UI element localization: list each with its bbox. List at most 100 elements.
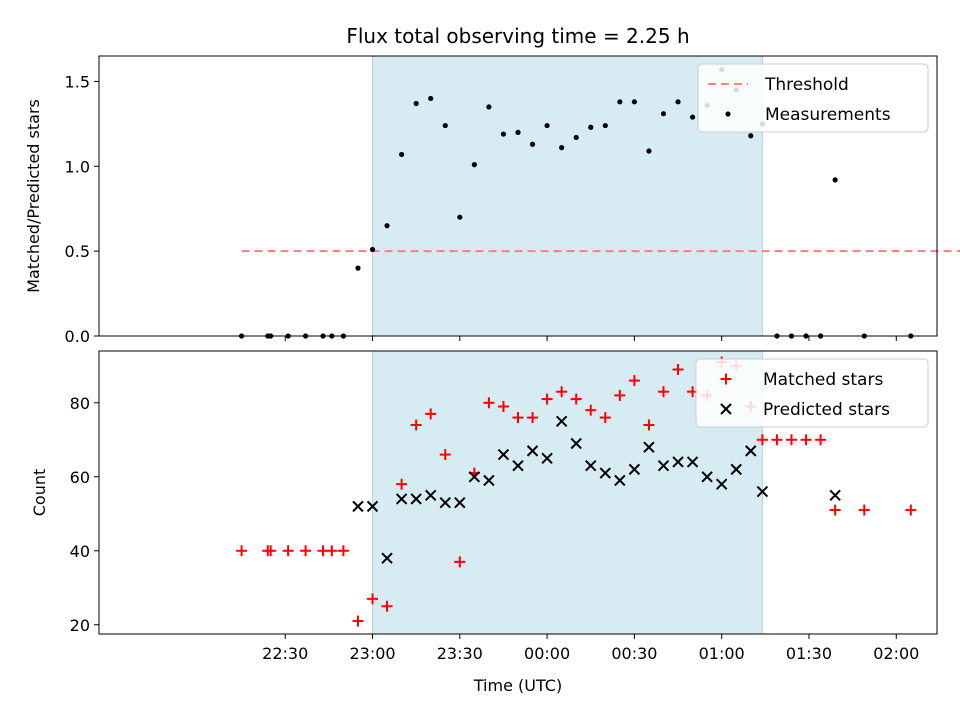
measurement-point — [689, 114, 696, 120]
matched-star-marker — [570, 393, 582, 405]
matched-star-marker — [300, 545, 312, 557]
measurement-point — [573, 134, 579, 141]
legend-matched-swatch — [720, 373, 732, 385]
predicted-star-marker — [715, 478, 728, 490]
predicted-star-marker — [686, 456, 699, 468]
predicted-star-marker — [614, 474, 626, 487]
measurement-point — [500, 131, 507, 137]
predicted-star-marker — [745, 445, 757, 457]
matched-star-marker — [527, 412, 539, 424]
axes-frame — [98, 55, 938, 337]
measurement-point — [369, 246, 376, 253]
measurement-point — [602, 122, 608, 129]
predicted-star-marker — [628, 463, 641, 476]
matched-star-marker — [771, 434, 783, 446]
matched-star-marker — [614, 389, 626, 401]
legend-label: Threshold — [764, 75, 849, 95]
predicted-star-marker — [468, 471, 481, 483]
matched-star-marker — [756, 434, 768, 446]
matched-star-marker — [396, 478, 408, 490]
predicted-star-marker — [657, 459, 670, 472]
predicted-star-marker — [366, 500, 379, 513]
predicted-star-marker — [585, 459, 597, 472]
matched-star-marker — [541, 393, 553, 405]
predicted-star-marker — [526, 445, 539, 457]
predicted-star-marker — [395, 493, 408, 505]
matched-star-marker — [800, 434, 812, 446]
matched-star-marker — [326, 545, 338, 557]
legend: Matched stars Predicted stars — [695, 358, 929, 428]
matched-star-marker — [786, 434, 798, 446]
measurement-point — [442, 122, 448, 129]
matched-star-marker — [628, 375, 640, 387]
y-tick-label: 40 — [70, 542, 90, 561]
predicted-star-marker — [381, 552, 393, 564]
matched-star-marker — [367, 593, 379, 605]
measurement-point — [471, 162, 477, 168]
top-panel: 0.0 0.5 1.0 1.5 Matched/Predicted stars Thres… — [24, 55, 960, 346]
x-tick-label: 01:30 — [786, 644, 832, 663]
y-tick-label: 0.5 — [65, 242, 90, 261]
legend-label: Measurements — [765, 105, 891, 125]
predicted-star-marker — [425, 489, 437, 501]
measurement-point — [428, 95, 434, 102]
matched-star-marker — [829, 504, 841, 516]
x-tick-label: 23:30 — [437, 644, 483, 663]
matched-star-marker — [599, 412, 611, 424]
legend: Threshold Measurements — [697, 63, 929, 133]
measurement-point — [384, 223, 390, 229]
measurement-point — [675, 99, 681, 105]
matched-star-marker — [643, 419, 655, 431]
measurement-point — [515, 129, 521, 135]
measurement-point — [660, 111, 667, 117]
measurement-point — [457, 214, 463, 220]
matched-star-marker — [352, 615, 364, 627]
predicted-star-marker — [410, 493, 422, 505]
chart-title: Flux total observing time = 2.25 h — [346, 24, 689, 48]
y-tick-label: 20 — [70, 616, 90, 635]
measurement-point — [588, 124, 594, 130]
x-axis-label: Time (UTC) — [473, 676, 562, 695]
measurement-point — [355, 265, 361, 271]
predicted-star-marker — [672, 456, 684, 468]
x-tick-label: 01:00 — [699, 644, 745, 663]
matched-star-marker — [497, 400, 509, 412]
matched-star-marker — [410, 419, 422, 431]
measurement-point — [544, 122, 550, 129]
legend-label: Matched stars — [763, 370, 883, 390]
legend-box — [697, 63, 929, 133]
predicted-star-marker — [756, 485, 769, 498]
y-axis-label: Count — [30, 469, 49, 517]
measurement-point — [399, 151, 405, 158]
matched-star-marker — [556, 386, 568, 398]
predicted-star-marker — [701, 471, 713, 483]
matched-star-marker — [657, 386, 669, 398]
predicted-star-marker — [829, 489, 841, 501]
predicted-star-marker — [483, 474, 495, 487]
matched-star-marker — [439, 449, 451, 461]
matched-star-marker — [381, 600, 393, 612]
matched-star-marker — [265, 545, 277, 557]
predicted-star-marker — [512, 459, 524, 472]
y-tick-label: 60 — [70, 468, 90, 487]
matched-star-marker — [425, 408, 437, 420]
matched-star-marker — [815, 434, 827, 446]
matched-star-marker — [483, 397, 495, 409]
matched-star-marker — [282, 545, 294, 557]
matched-star-marker — [585, 404, 597, 416]
y-tick-label: 0.0 — [65, 327, 90, 346]
predicted-star-marker — [439, 496, 451, 509]
measurement-point — [486, 104, 492, 110]
measurement-point — [559, 145, 565, 151]
measurement-point — [617, 99, 623, 105]
measurement-point — [413, 100, 419, 107]
measurement-point — [748, 133, 754, 139]
predicted-star-marker — [570, 437, 582, 450]
matched-star-marker — [672, 363, 684, 375]
measurement-point — [646, 148, 652, 154]
predicted-star-marker — [454, 496, 466, 509]
measurement-point — [631, 99, 637, 105]
x-tick-label: 00:00 — [524, 644, 570, 663]
predicted-star-marker — [541, 452, 553, 464]
